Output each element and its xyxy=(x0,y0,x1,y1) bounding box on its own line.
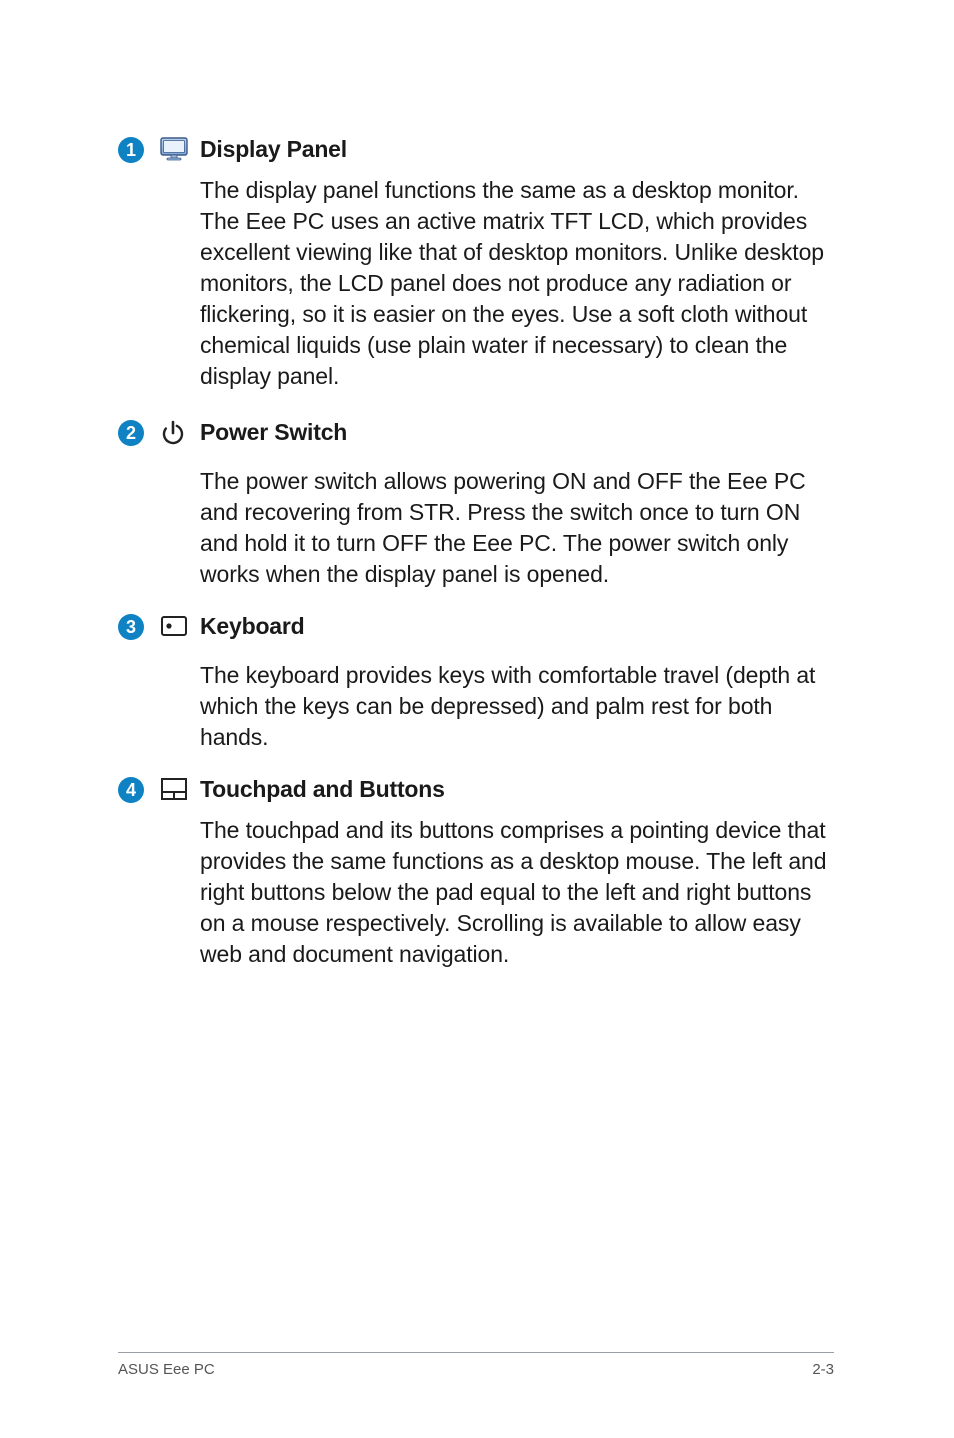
footer-left: ASUS Eee PC xyxy=(118,1361,215,1378)
touchpad-icon xyxy=(160,777,188,801)
badge-column: 2 xyxy=(118,418,160,446)
list-item: 2 Power Switch xyxy=(118,418,834,458)
icon-column xyxy=(160,418,200,446)
badge-column: 3 xyxy=(118,612,160,640)
badge-column: 4 xyxy=(118,775,160,803)
badge-number: 1 xyxy=(126,140,136,161)
keyboard-icon xyxy=(160,614,188,638)
number-badge-4: 4 xyxy=(118,777,144,803)
number-badge-2: 2 xyxy=(118,420,144,446)
item-description: The power switch allows powering ON and … xyxy=(200,466,834,590)
badge-column: 1 xyxy=(118,135,160,163)
item-description: The display panel functions the same as … xyxy=(200,175,834,392)
list-item: 4 Touchpad and Buttons The touchpad and … xyxy=(118,775,834,970)
list-item: 1 Display Pan xyxy=(118,135,834,392)
text-column: Display Panel The display panel function… xyxy=(200,135,834,392)
footer-right: 2-3 xyxy=(812,1361,834,1378)
badge-number: 2 xyxy=(126,423,136,444)
icon-column xyxy=(160,612,200,638)
item-title: Keyboard xyxy=(200,612,834,642)
page-content: 1 Display Pan xyxy=(0,0,954,970)
footer-line: ASUS Eee PC 2-3 xyxy=(118,1352,834,1378)
number-badge-3: 3 xyxy=(118,614,144,640)
badge-number: 4 xyxy=(126,780,136,801)
item-title: Power Switch xyxy=(200,418,834,448)
item-description: The touchpad and its buttons comprises a… xyxy=(200,815,834,970)
item-description-block: The power switch allows powering ON and … xyxy=(118,466,834,590)
page-footer: ASUS Eee PC 2-3 xyxy=(0,1352,954,1378)
icon-column xyxy=(160,775,200,801)
number-badge-1: 1 xyxy=(118,137,144,163)
text-column: Power Switch xyxy=(200,418,834,458)
item-title: Display Panel xyxy=(200,135,834,165)
item-description: The keyboard provides keys with comforta… xyxy=(200,660,834,753)
item-description-block: The keyboard provides keys with comforta… xyxy=(118,660,834,753)
list-item: 3 Keyboard xyxy=(118,612,834,652)
icon-column xyxy=(160,135,200,161)
badge-number: 3 xyxy=(126,617,136,638)
text-column: Keyboard xyxy=(200,612,834,652)
monitor-icon xyxy=(160,137,188,161)
item-title: Touchpad and Buttons xyxy=(200,775,834,805)
power-icon xyxy=(160,420,186,446)
text-column: Touchpad and Buttons The touchpad and it… xyxy=(200,775,834,970)
